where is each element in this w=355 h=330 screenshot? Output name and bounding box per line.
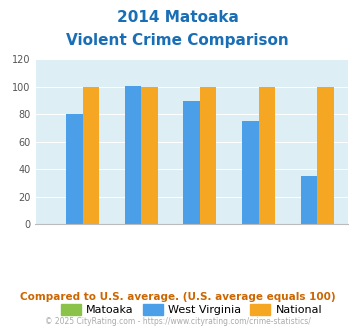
Bar — [317, 87, 334, 224]
Legend: Matoaka, West Virginia, National: Matoaka, West Virginia, National — [56, 299, 327, 319]
Bar — [301, 176, 317, 224]
Text: Compared to U.S. average. (U.S. average equals 100): Compared to U.S. average. (U.S. average … — [20, 292, 335, 302]
Text: Violent Crime Comparison: Violent Crime Comparison — [66, 33, 289, 48]
Bar — [66, 115, 83, 224]
Text: © 2025 CityRating.com - https://www.cityrating.com/crime-statistics/: © 2025 CityRating.com - https://www.city… — [45, 317, 310, 326]
Bar — [242, 121, 258, 224]
Text: 2014 Matoaka: 2014 Matoaka — [116, 10, 239, 25]
Bar — [184, 101, 200, 224]
Bar — [141, 87, 158, 224]
Bar — [200, 87, 216, 224]
Bar — [258, 87, 275, 224]
Bar — [83, 87, 99, 224]
Bar — [125, 85, 141, 224]
